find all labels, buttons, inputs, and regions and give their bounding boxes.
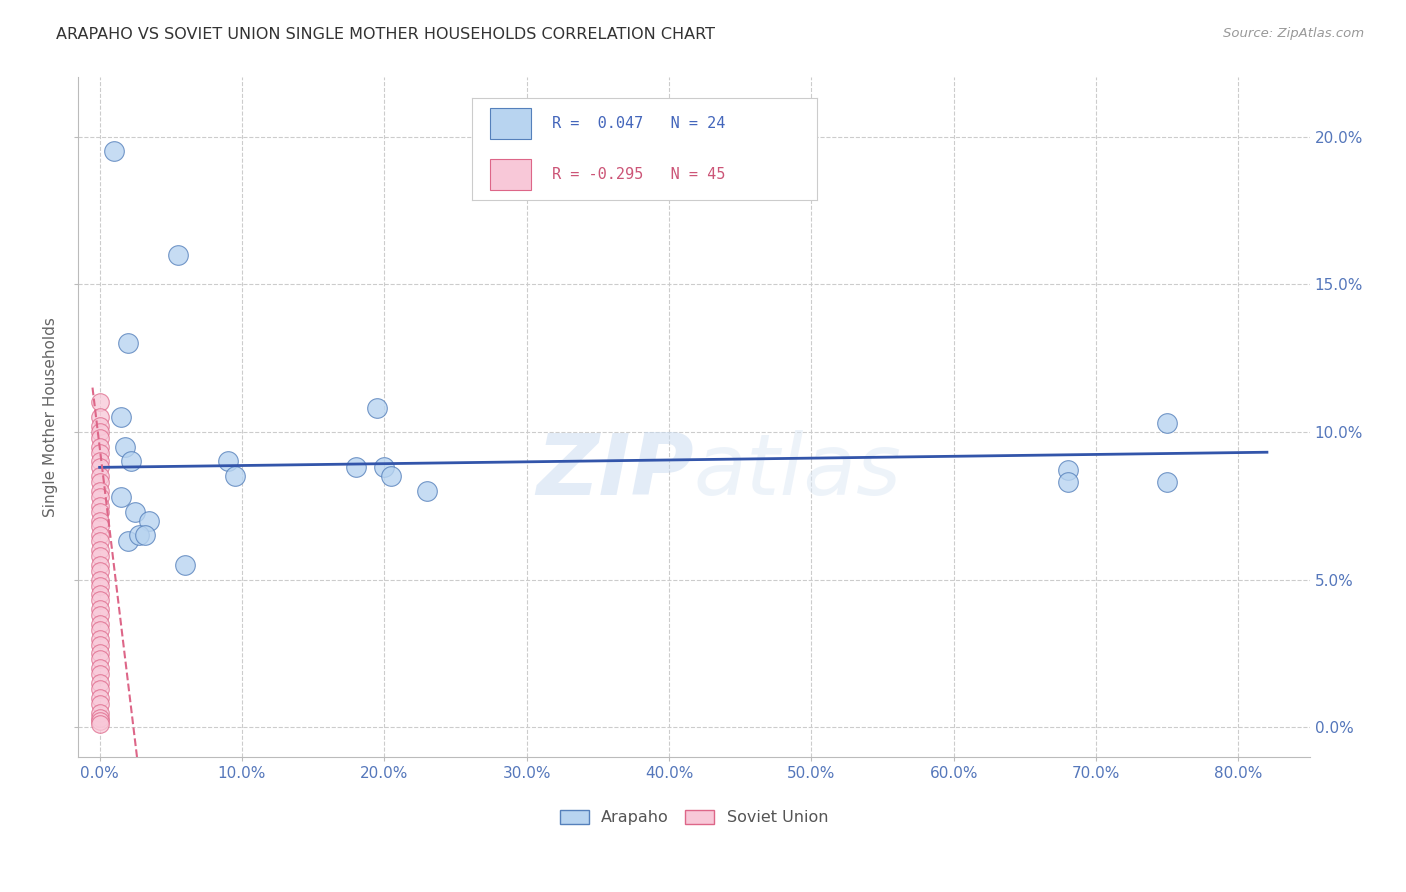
Point — [89, 440, 111, 454]
Point — [89, 587, 111, 601]
Text: atlas: atlas — [695, 430, 903, 513]
Point — [89, 549, 111, 563]
Point — [89, 578, 111, 592]
Point — [89, 425, 111, 439]
Point — [89, 608, 111, 623]
Point — [89, 395, 111, 409]
Point — [89, 505, 111, 519]
Point — [89, 714, 111, 729]
Point — [103, 145, 125, 159]
Point — [1156, 475, 1178, 490]
Point — [124, 505, 146, 519]
Point — [89, 419, 111, 434]
Text: ARAPAHO VS SOVIET UNION SINGLE MOTHER HOUSEHOLDS CORRELATION CHART: ARAPAHO VS SOVIET UNION SINGLE MOTHER HO… — [56, 27, 716, 42]
Point — [110, 410, 132, 425]
Point — [89, 519, 111, 533]
Point — [344, 460, 367, 475]
Point — [89, 706, 111, 720]
Point — [416, 483, 439, 498]
Point — [89, 717, 111, 731]
Text: ZIP: ZIP — [536, 430, 695, 513]
Point — [138, 514, 160, 528]
Point — [89, 564, 111, 578]
Point — [89, 667, 111, 681]
Point — [89, 593, 111, 607]
Point — [89, 528, 111, 542]
Point — [89, 431, 111, 445]
Point — [89, 632, 111, 646]
Point — [89, 647, 111, 661]
Point — [89, 445, 111, 459]
Point — [120, 454, 142, 468]
Point — [380, 469, 402, 483]
Point — [114, 440, 136, 454]
Point — [89, 514, 111, 528]
Point — [89, 652, 111, 666]
Point — [89, 410, 111, 425]
Point — [174, 558, 197, 572]
Point — [366, 401, 388, 416]
Point — [89, 638, 111, 652]
Point — [134, 528, 156, 542]
Point — [1056, 463, 1078, 477]
Point — [217, 454, 239, 468]
Point — [117, 336, 139, 351]
Point — [89, 499, 111, 513]
Point — [89, 690, 111, 705]
Point — [224, 469, 246, 483]
Point — [167, 248, 190, 262]
Point — [89, 454, 111, 468]
Point — [117, 534, 139, 549]
Point — [1156, 416, 1178, 430]
Point — [89, 460, 111, 475]
Legend: Arapaho, Soviet Union: Arapaho, Soviet Union — [554, 803, 835, 831]
Point — [89, 543, 111, 558]
Point — [89, 534, 111, 549]
Point — [110, 490, 132, 504]
Point — [89, 469, 111, 483]
Point — [89, 573, 111, 587]
Point — [89, 558, 111, 572]
Point — [89, 602, 111, 616]
Point — [89, 623, 111, 637]
Point — [373, 460, 395, 475]
Point — [89, 483, 111, 498]
Point — [89, 616, 111, 631]
Point — [89, 676, 111, 690]
Point — [89, 711, 111, 725]
Point — [89, 661, 111, 675]
Y-axis label: Single Mother Households: Single Mother Households — [44, 318, 58, 517]
Point — [1056, 475, 1078, 490]
Point — [89, 681, 111, 696]
Text: Source: ZipAtlas.com: Source: ZipAtlas.com — [1223, 27, 1364, 40]
Point — [89, 697, 111, 711]
Point — [128, 528, 150, 542]
Point — [89, 475, 111, 490]
Point — [89, 490, 111, 504]
